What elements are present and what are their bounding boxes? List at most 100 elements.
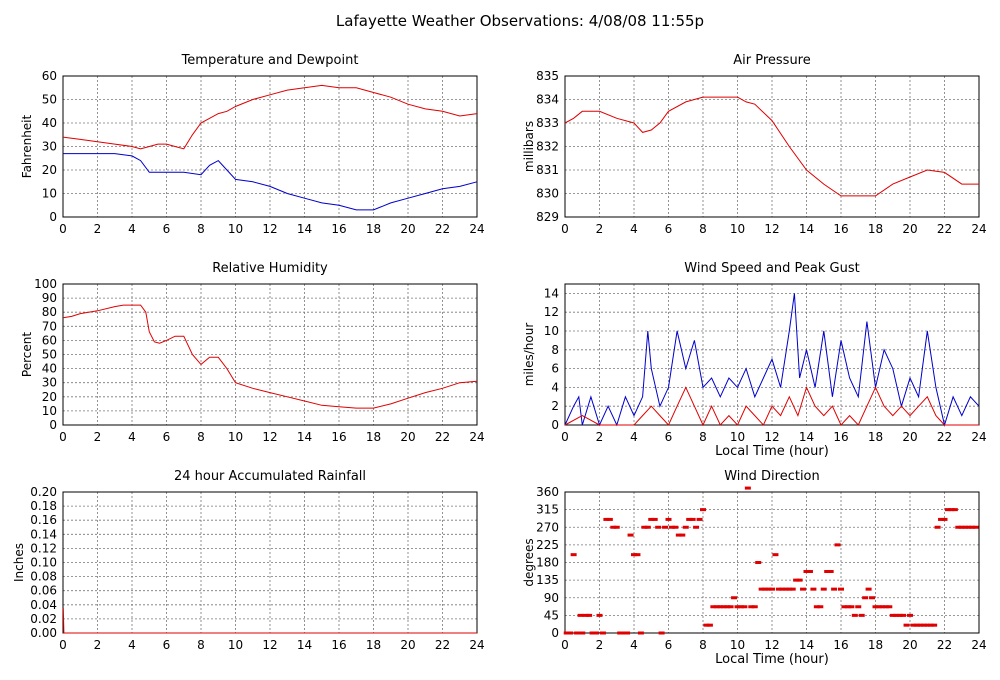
data-point [717,605,724,609]
chart-title: Wind Speed and Peak Gust [684,261,859,276]
y-tick-label: 0 [49,210,57,224]
data-point [931,623,938,627]
x-tick-label: 4 [128,638,136,652]
data-point [851,613,858,617]
x-tick-label: 12 [764,638,779,652]
data-point [641,525,648,529]
data-point [627,533,634,537]
data-point [631,553,637,557]
x-tick-label: 10 [228,638,243,652]
x-tick-label: 14 [297,430,312,444]
plot-frame [564,491,980,634]
y-tick-label: 0.12 [30,541,57,555]
y-tick-label: 60 [42,333,57,347]
data-point [775,587,782,591]
data-point [900,613,907,617]
data-point [644,525,651,529]
x-tick-label: 6 [665,222,673,236]
x-tick-label: 0 [59,222,67,236]
data-point [806,570,813,574]
data-point [920,623,927,627]
y-tick-label: 831 [536,163,559,177]
y-tick-label: 270 [536,520,559,534]
data-point [624,631,631,635]
y-tick-label: 829 [536,210,559,224]
data-point [772,553,779,557]
data-point [886,605,893,609]
data-point [834,543,841,547]
x-tick-label: 12 [262,222,277,236]
data-point [724,605,731,609]
y-tick-label: 315 [536,503,559,517]
data-point [927,623,934,627]
x-tick-label: 18 [366,430,381,444]
data-point [958,525,965,529]
chart-title: Air Pressure [733,53,811,68]
y-axis-label: miles/hour [522,323,536,387]
y-tick-label: 60 [42,69,57,83]
data-point [579,631,586,635]
x-tick-label: 18 [868,222,883,236]
data-point [944,508,951,512]
data-point [720,605,727,609]
data-point [917,623,924,627]
data-point [703,623,710,627]
y-tick-label: 8 [551,343,559,357]
x-tick-label: 8 [197,638,205,652]
data-point [599,631,606,635]
x-tick-label: 16 [833,430,848,444]
y-tick-label: 0 [551,418,559,432]
data-point [910,623,917,627]
data-point [951,508,958,512]
x-tick-label: 24 [469,638,484,652]
data-point [803,570,810,574]
plot-frame [62,75,478,218]
x-tick-label: 6 [163,430,171,444]
data-point [941,517,948,521]
data-point [858,613,865,617]
x-tick-label: 4 [630,638,638,652]
x-tick-label: 20 [902,430,917,444]
data-point [817,605,824,609]
data-point [758,587,765,591]
data-point [637,631,644,635]
y-tick-label: 0.06 [30,584,57,598]
series-line-red [564,96,979,197]
y-tick-label: 0.16 [30,513,57,527]
data-point [648,517,655,521]
series-line-red [564,385,979,427]
data-point [862,596,869,600]
data-point [841,605,848,609]
y-axis-label: Percent [20,332,34,377]
data-point [577,613,584,617]
x-tick-label: 2 [94,222,102,236]
x-tick-label: 14 [799,222,814,236]
y-tick-label: 0.10 [30,556,57,570]
x-tick-label: 22 [435,638,450,652]
x-tick-label: 12 [262,638,277,652]
data-point [744,486,751,490]
x-tick-label: 18 [868,430,883,444]
x-tick-label: 6 [665,430,673,444]
y-tick-label: 835 [536,69,559,83]
data-point [696,517,703,521]
x-tick-label: 14 [799,638,814,652]
x-tick-label: 6 [163,222,171,236]
y-tick-label: 4 [551,380,559,394]
y-tick-label: 0 [551,626,559,640]
data-point [948,508,955,512]
y-tick-label: 90 [42,291,57,305]
data-point [727,605,734,609]
x-tick-label: 22 [937,638,952,652]
data-point [972,525,979,529]
y-tick-label: 20 [42,163,57,177]
x-tick-label: 16 [331,222,346,236]
x-tick-label: 10 [730,430,745,444]
data-point [668,525,675,529]
y-tick-label: 30 [42,140,57,154]
x-tick-label: 22 [435,222,450,236]
x-tick-label: 8 [197,222,205,236]
data-point [765,587,772,591]
x-tick-label: 2 [94,638,102,652]
